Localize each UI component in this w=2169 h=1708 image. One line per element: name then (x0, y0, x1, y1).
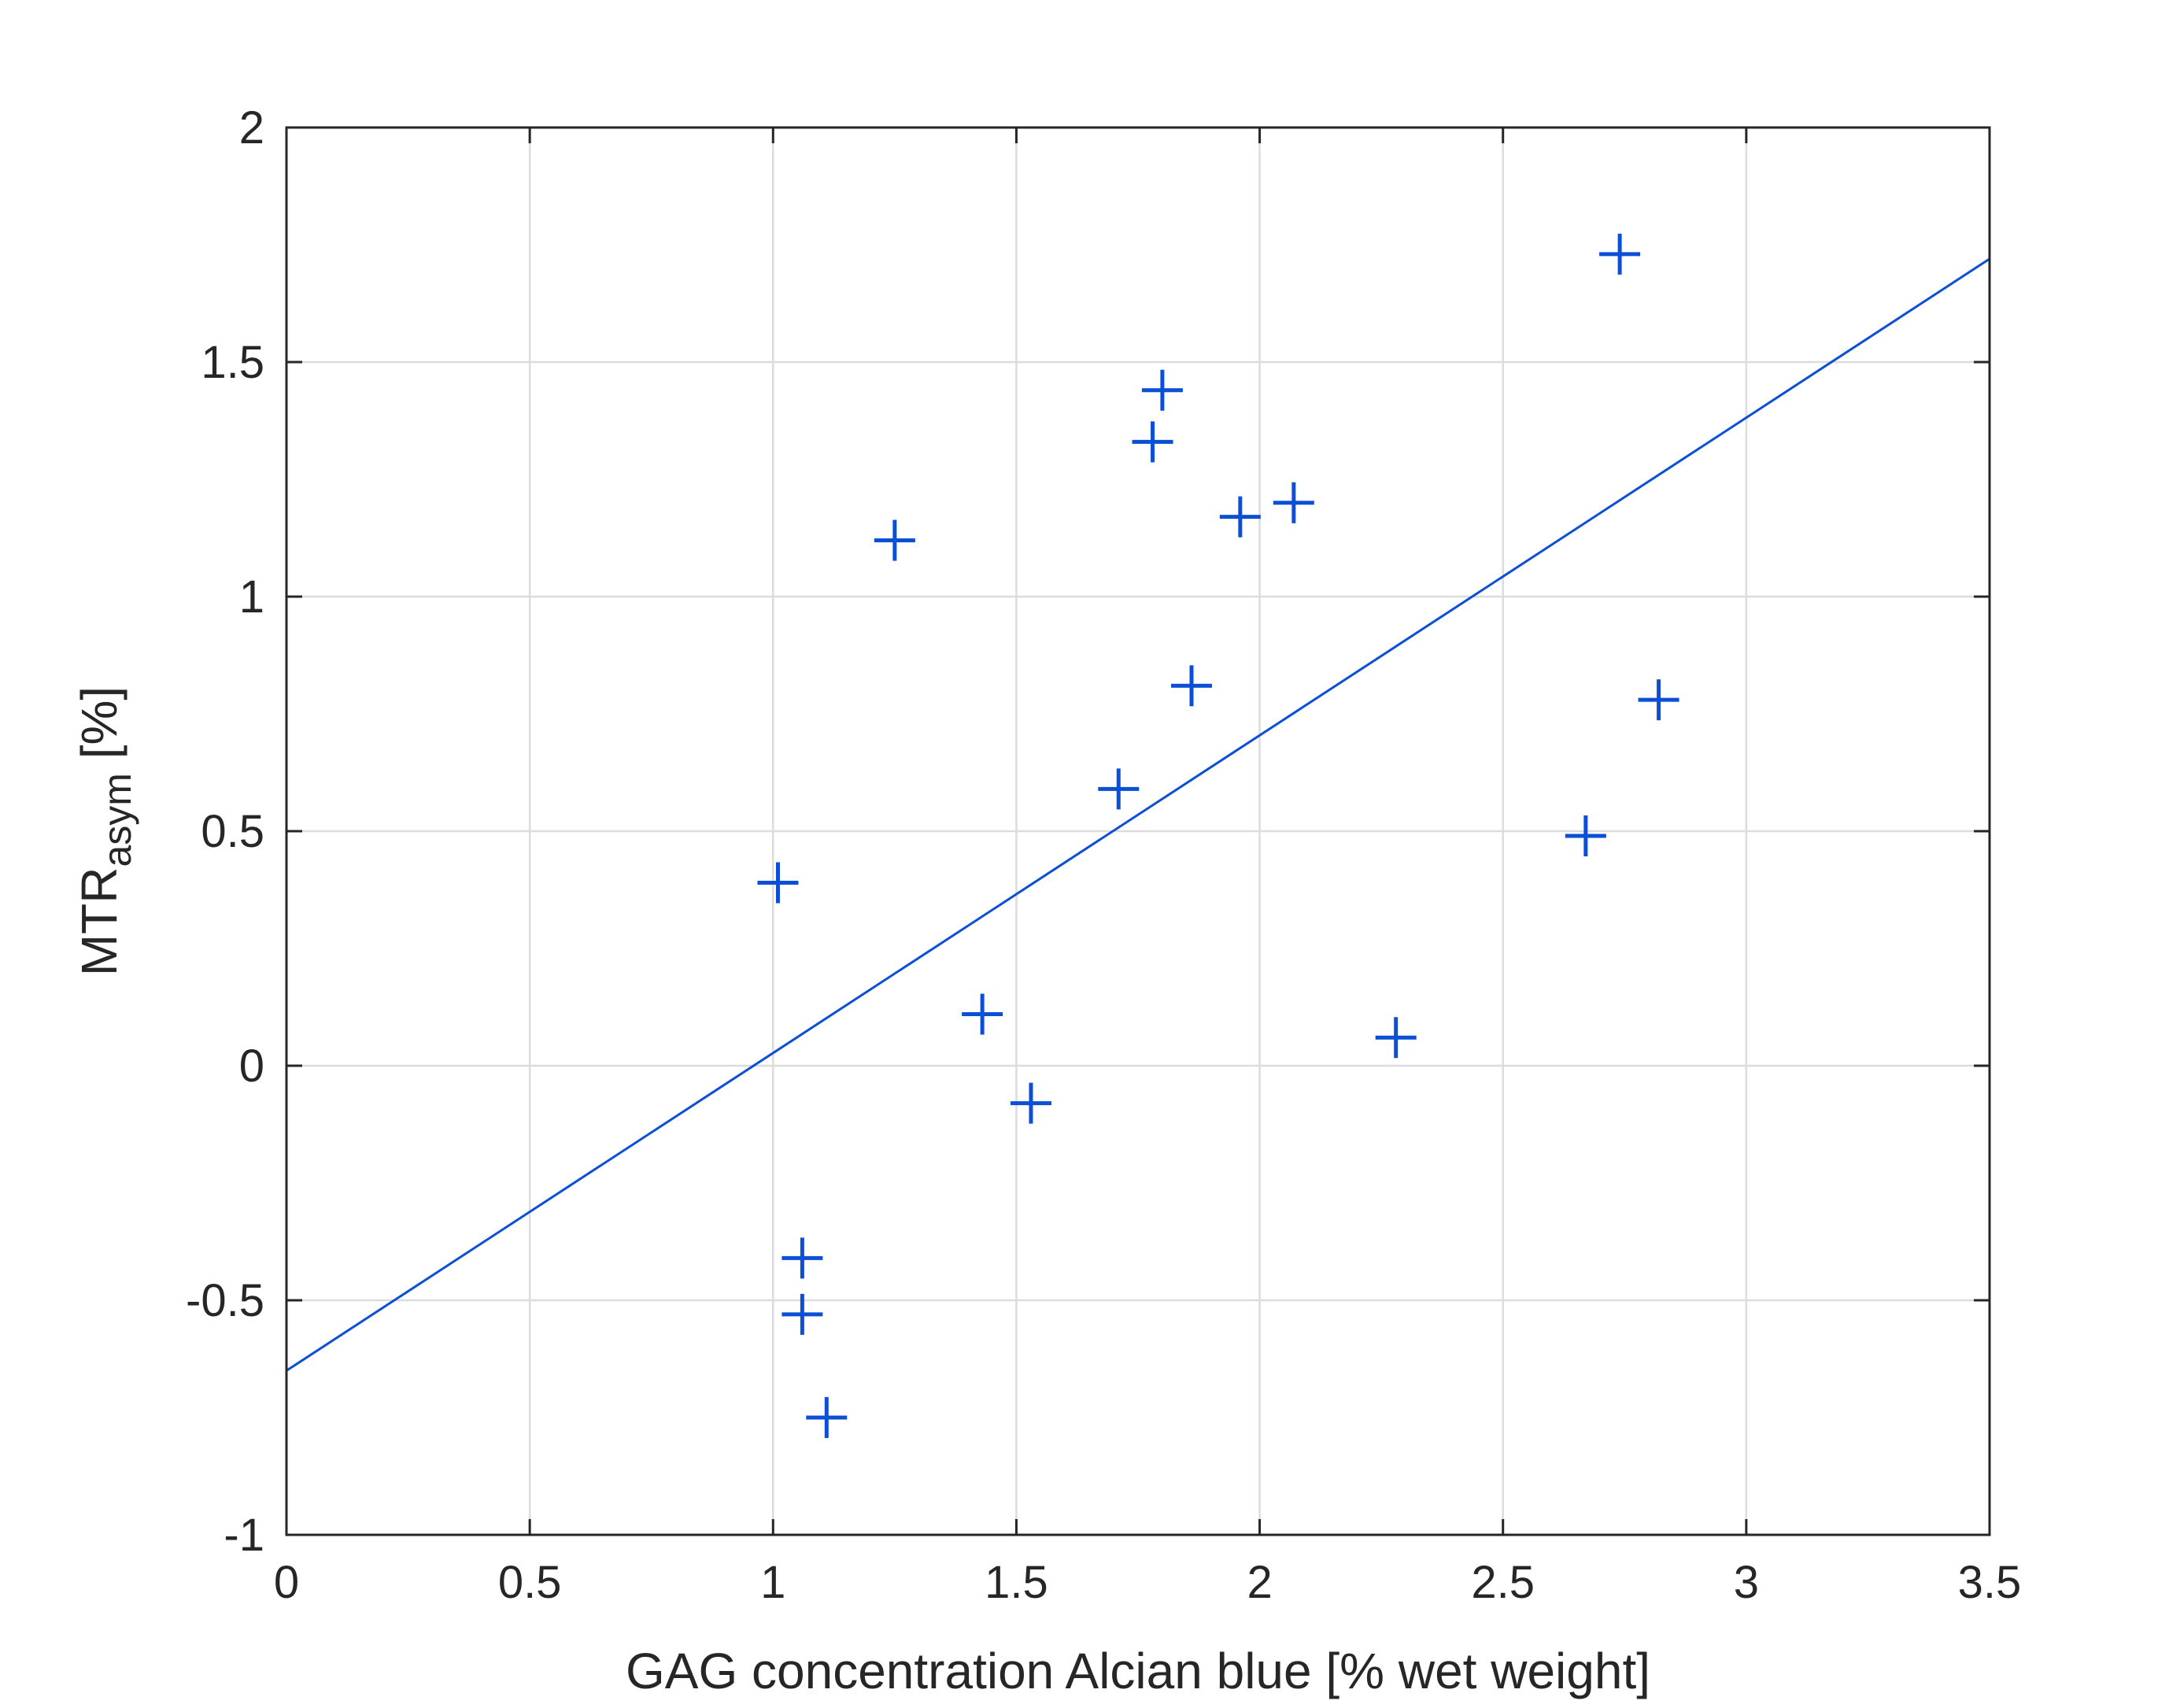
y-tick-label: -1 (224, 1510, 264, 1561)
data-point-marker (757, 862, 799, 904)
data-point-marker (782, 1293, 823, 1335)
axis-ticks (285, 126, 1991, 1536)
data-point-marker (1375, 1017, 1417, 1059)
data-point-marker (1638, 679, 1679, 721)
y-tick-label: 0.5 (201, 806, 264, 857)
fit-line (286, 257, 1990, 1372)
y-tick-label: 0 (239, 1041, 264, 1092)
data-point-marker (1132, 421, 1173, 463)
data-point-marker (1273, 482, 1314, 523)
x-tick-labels: 0 0.5 1 1.5 2 2.5 3 3.5 (274, 1557, 2021, 1608)
data-points (757, 233, 1679, 1438)
data-point-marker (1219, 496, 1261, 538)
data-point-marker (1171, 665, 1213, 707)
x-axis-label: GAG concentration Alcian blue [% wet wei… (626, 1643, 1650, 1699)
x-tick-label: 0 (274, 1557, 299, 1608)
fit-line-layer (286, 257, 1990, 1372)
y-axis-label-subscript: asym (95, 773, 139, 867)
data-point-marker (962, 993, 1003, 1035)
data-point-marker (782, 1237, 823, 1279)
y-tick-label: 2 (239, 102, 264, 153)
data-point-marker (1599, 233, 1641, 275)
y-axis-label-suffix: [%] (71, 686, 127, 773)
x-tick-label: 2 (1247, 1557, 1272, 1608)
y-tick-label: 1.5 (201, 337, 264, 388)
y-axis-label-main: MTR (71, 867, 127, 977)
x-tick-label: 3.5 (1958, 1557, 2022, 1608)
y-tick-labels: -1 -0.5 0 0.5 1 1.5 2 (186, 102, 264, 1561)
data-point-marker (1010, 1082, 1051, 1124)
x-tick-label: 2.5 (1471, 1557, 1535, 1608)
data-point-marker (1098, 768, 1140, 810)
y-axis-label: MTRasym [%] (71, 686, 139, 976)
data-point-marker (1141, 369, 1183, 411)
x-tick-label: 1 (760, 1557, 785, 1608)
x-tick-label: 0.5 (498, 1557, 562, 1608)
data-point-marker (806, 1397, 848, 1438)
y-tick-label: -0.5 (186, 1275, 264, 1326)
data-point-marker (874, 519, 915, 561)
x-tick-label: 3 (1734, 1557, 1759, 1608)
x-tick-label: 1.5 (985, 1557, 1048, 1608)
y-tick-label: 1 (239, 571, 264, 623)
data-point-marker (1565, 815, 1606, 856)
